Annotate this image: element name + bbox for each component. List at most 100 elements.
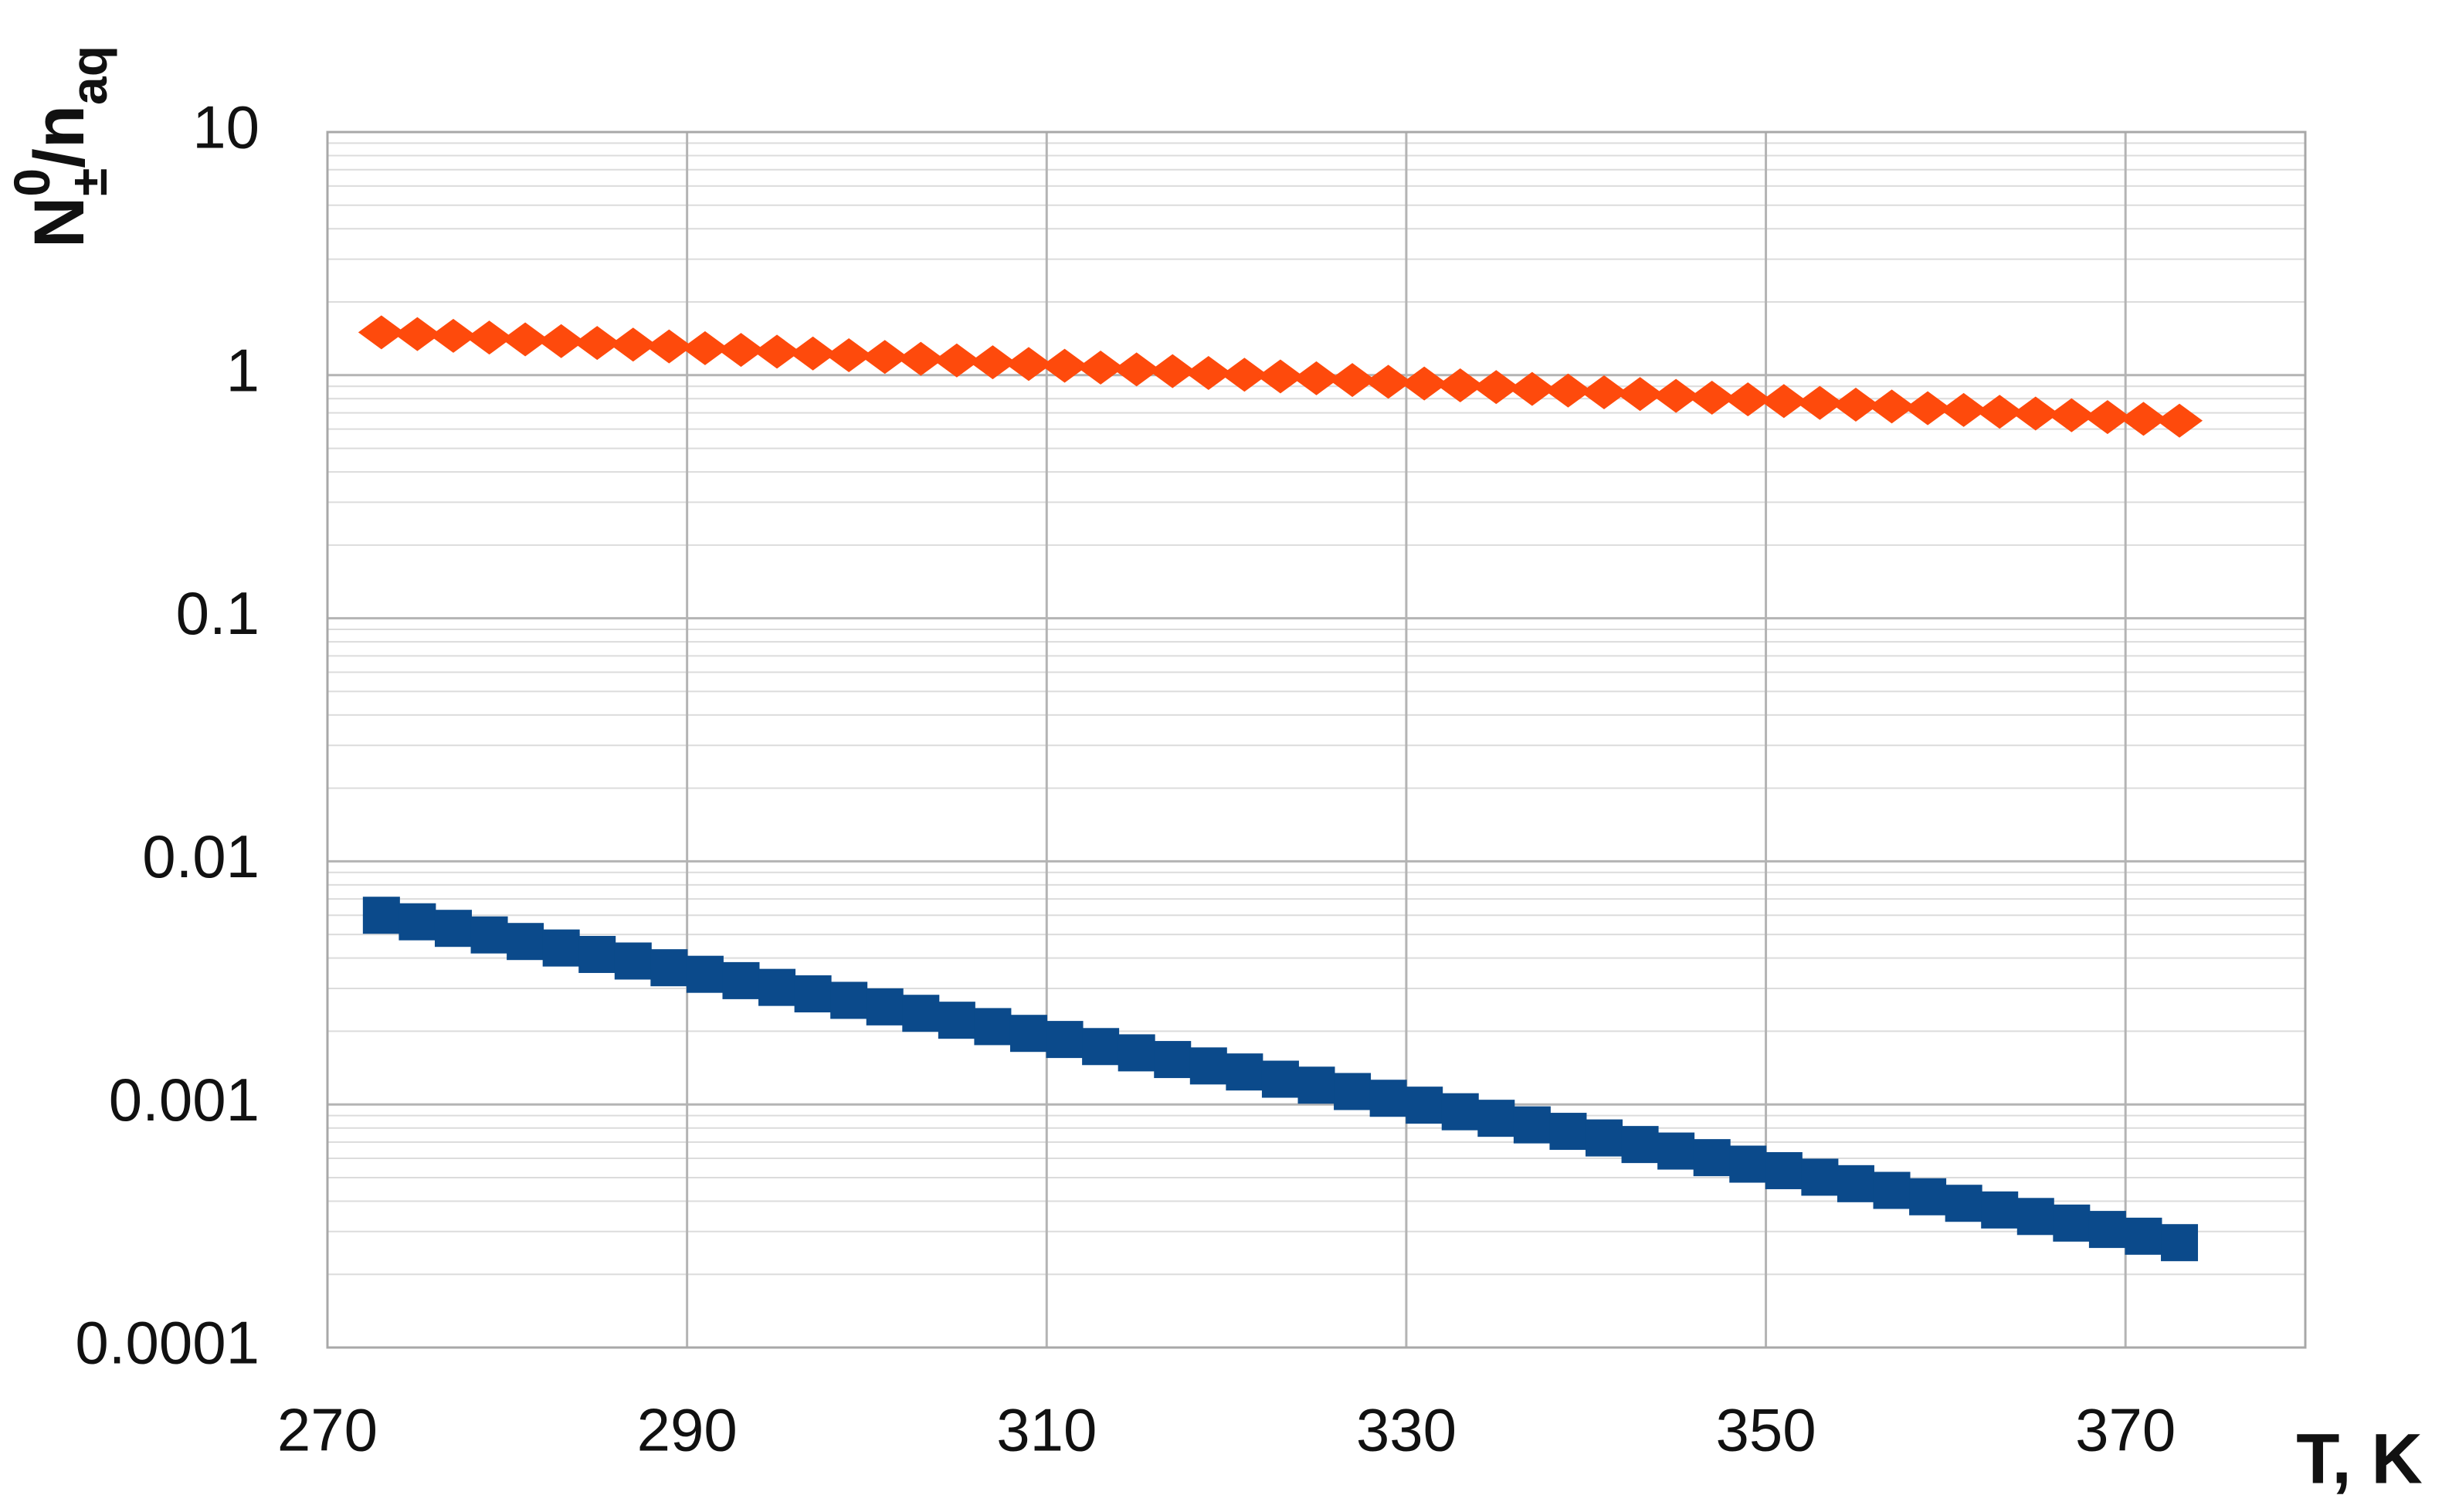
y-tick-label: 10 (192, 93, 259, 161)
square-marker (1945, 1185, 1982, 1222)
square-marker (2161, 1224, 2199, 1262)
square-marker (794, 975, 832, 1013)
square-marker (1189, 1047, 1227, 1085)
y-tick-label: 1 (226, 336, 259, 404)
y-axis-title: N0±/naq (3, 46, 117, 248)
diamond-marker (1077, 351, 1124, 385)
diamond-marker (609, 327, 656, 362)
square-marker (434, 910, 472, 948)
x-tick-label: 350 (1715, 1396, 1816, 1464)
square-marker (650, 949, 688, 987)
square-marker (1693, 1139, 1731, 1177)
square-marker (902, 995, 940, 1032)
square-marker (758, 968, 796, 1006)
square-marker (1297, 1066, 1335, 1104)
square-marker (470, 916, 508, 954)
diamond-marker (1041, 348, 1088, 383)
y-axis-title-part: N (20, 197, 99, 248)
square-marker (686, 955, 724, 993)
square-marker (1657, 1132, 1695, 1170)
square-marker (1909, 1178, 1947, 1215)
y-axis-title-part: ± (60, 168, 117, 196)
diamond-marker (1221, 358, 1268, 392)
y-tick-label: 0.01 (142, 822, 259, 890)
square-marker (1009, 1015, 1047, 1053)
diamond-marker (574, 326, 621, 361)
diamond-marker (358, 315, 405, 350)
square-marker (1118, 1034, 1155, 1072)
square-marker (1981, 1191, 2019, 1229)
diamond-marker (2120, 402, 2167, 436)
diamond-marker (1401, 366, 1448, 401)
diamond-marker (429, 318, 477, 353)
diamond-marker (897, 341, 945, 376)
y-axis-title-part: 0 (3, 168, 60, 197)
diamond-marker (717, 333, 765, 368)
diamond-marker (1365, 364, 1412, 399)
diamond-marker (502, 322, 549, 357)
x-tick-label: 310 (996, 1396, 1097, 1464)
square-marker (1046, 1021, 1084, 1059)
square-marker (1334, 1073, 1372, 1110)
diamond-marker (1976, 395, 2023, 429)
square-marker (1837, 1165, 1874, 1202)
diamond-marker (2156, 403, 2203, 438)
square-marker (2088, 1211, 2126, 1249)
square-marker (399, 903, 436, 941)
y-tick-label: 0.1 (176, 579, 259, 647)
square-marker (1513, 1106, 1551, 1144)
diamond-marker (394, 317, 441, 351)
diamond-marker (1508, 371, 1555, 406)
diamond-marker (1257, 359, 1304, 394)
plot-frame (326, 131, 2307, 1349)
diamond-marker (2048, 398, 2095, 432)
diamond-marker (969, 345, 1016, 380)
diamond-marker (754, 334, 801, 369)
square-marker (1801, 1158, 1839, 1196)
square-marker (578, 935, 616, 973)
diamond-marker (1436, 368, 1484, 402)
square-marker (830, 981, 868, 1019)
diamond-marker (1796, 385, 1843, 420)
square-marker (1261, 1060, 1299, 1098)
x-tick-label: 270 (277, 1396, 378, 1464)
square-marker (1621, 1126, 1659, 1164)
diamond-marker (1868, 389, 1915, 424)
diamond-marker (1653, 378, 1700, 413)
square-marker (1441, 1093, 1479, 1131)
square-marker (542, 929, 580, 967)
x-tick-label: 370 (2075, 1396, 2176, 1464)
square-marker (866, 988, 904, 1026)
y-axis-title-part: /n (20, 105, 99, 168)
square-marker (2016, 1198, 2054, 1236)
diamond-marker (1616, 377, 1664, 412)
diamond-marker (1473, 370, 1520, 405)
diamond-marker (1005, 347, 1052, 381)
diamond-marker (1832, 388, 1879, 422)
diamond-marker (646, 329, 693, 364)
diamond-marker (1904, 391, 1952, 425)
square-marker (1549, 1113, 1587, 1151)
x-tick-label: 330 (1356, 1396, 1457, 1464)
square-marker (1477, 1100, 1515, 1137)
x-axis-title: T, K (2296, 1419, 2423, 1498)
y-axis-title-part: aq (60, 46, 117, 105)
square-marker (507, 923, 544, 961)
square-marker (1226, 1053, 1263, 1091)
square-marker (722, 961, 760, 999)
diamond-marker (1581, 375, 1628, 410)
diamond-marker (1113, 352, 1160, 387)
diamond-marker (1725, 382, 1772, 417)
diamond-marker (1185, 355, 1232, 390)
square-marker (1765, 1151, 1803, 1189)
square-marker (2053, 1204, 2091, 1242)
diamond-marker (789, 336, 836, 371)
diamond-marker (826, 337, 873, 372)
square-marker (614, 942, 652, 980)
diamond-marker (2084, 400, 2131, 435)
square-marker (938, 1002, 975, 1039)
diamond-marker (1329, 363, 1376, 398)
square-marker (1082, 1028, 1120, 1066)
